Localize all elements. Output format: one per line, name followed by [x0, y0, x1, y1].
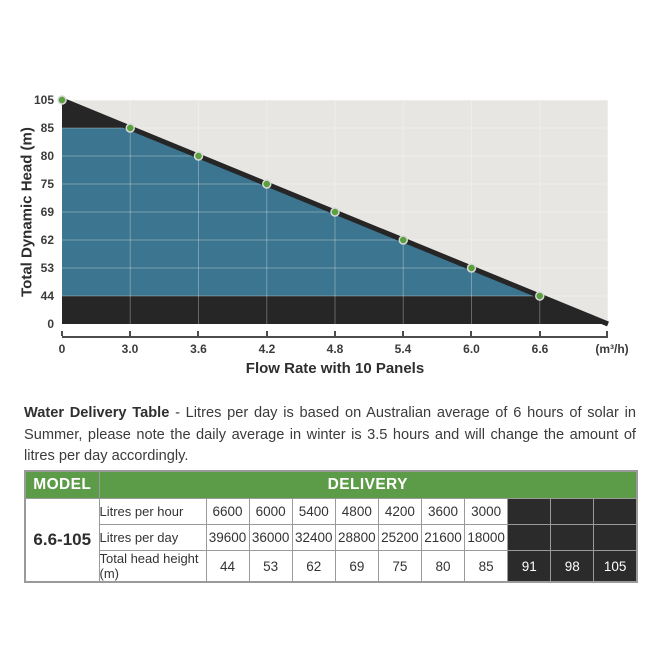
table-cell: 62: [291, 550, 336, 583]
x-tick-label: 4.2: [258, 342, 276, 356]
x-tick-label: 6.0: [463, 342, 480, 356]
y-tick-label: 80: [40, 149, 54, 163]
note-lead: Water Delivery Table: [24, 405, 170, 421]
x-axis-tick: [606, 331, 608, 336]
x-axis-title: Flow Rate with 10 Panels: [245, 360, 425, 377]
table-cell: 21600: [420, 524, 466, 551]
y-tick-label: 53: [40, 261, 54, 275]
table-cell: 6600: [205, 498, 250, 525]
water-delivery-note: Water Delivery Table - Litres per day is…: [24, 403, 636, 468]
x-axis-tick: [129, 331, 131, 336]
x-tick-label: 4.8: [326, 342, 344, 356]
table-cell-blank: [550, 524, 595, 551]
table-cell: 85: [464, 550, 509, 583]
x-tick-label: 6.6: [531, 342, 549, 356]
table-cell: 105: [593, 550, 638, 583]
x-unit-label: (m³/h): [595, 342, 629, 356]
row-label: Total head height (m): [98, 550, 207, 583]
row-label: Litres per day: [98, 524, 207, 551]
x-tick-label: 0: [58, 342, 66, 356]
table-header-row: MODEL DELIVERY: [24, 470, 638, 499]
table-cell: 6000: [248, 498, 293, 525]
x-tick-label: 3.0: [121, 342, 139, 356]
table-cell: 80: [420, 550, 466, 583]
table-cell: 36000: [248, 524, 293, 551]
x-axis-tick: [334, 331, 336, 336]
model-value-cell: 6.6-105: [24, 498, 100, 583]
table-cell: 4800: [334, 498, 379, 525]
y-tick-label: 44: [40, 289, 54, 303]
delivery-header-cell: DELIVERY: [98, 470, 638, 499]
plot-area: [57, 95, 609, 327]
table-cell: 44: [205, 550, 250, 583]
x-axis-tick: [539, 331, 541, 336]
pump-curve-svg: [57, 95, 609, 327]
note-body: - Litres per day is based on Australian …: [24, 405, 636, 464]
table-cell: 32400: [291, 524, 336, 551]
x-axis-tick: [197, 331, 199, 336]
table-row: 6.6-105 Litres per hour 6600 6000 5400 4…: [24, 498, 638, 583]
x-axis-tick: [470, 331, 472, 336]
data-point-markers: [57, 95, 545, 301]
x-axis-tick: [266, 331, 268, 336]
table-cell: 91: [507, 550, 552, 583]
water-delivery-table: MODEL DELIVERY 6.6-105 Litres per hour 6…: [24, 470, 638, 583]
table-cell: 98: [550, 550, 595, 583]
x-tick-label: 3.6: [190, 342, 207, 356]
y-tick-label: 62: [40, 233, 54, 247]
x-tick-label: 5.4: [394, 342, 412, 356]
table-cell: 53: [248, 550, 293, 583]
table-cell-blank: [507, 524, 552, 551]
y-tick-label: 69: [40, 205, 54, 219]
y-tick-label: 85: [40, 121, 54, 135]
table-row: Litres per day 39600 36000 32400 28800 2…: [25, 524, 638, 551]
table-cell: 5400: [291, 498, 336, 525]
table-cell: 3000: [464, 498, 509, 525]
table-cell: 69: [334, 550, 379, 583]
table-row: Total head height (m) 44 53 62 69 75 80 …: [25, 550, 638, 583]
x-axis-tick: [402, 331, 404, 336]
table-cell: 75: [377, 550, 422, 583]
x-axis-tick: [61, 331, 63, 336]
model-header-cell: MODEL: [24, 470, 100, 499]
table-cell-blank: [593, 524, 638, 551]
table-cell: 39600: [205, 524, 250, 551]
table-cell: 18000: [464, 524, 509, 551]
table-cell-blank: [593, 498, 638, 525]
y-tick-label: 75: [40, 177, 54, 191]
table-cell: 4200: [377, 498, 422, 525]
y-tick-label: 105: [33, 93, 54, 107]
x-axis-line: [62, 336, 608, 338]
y-tick-label: 0: [47, 317, 54, 331]
table-cell: 28800: [334, 524, 379, 551]
table-cell: 3600: [420, 498, 466, 525]
table-cell-blank: [507, 498, 552, 525]
table-cell-blank: [550, 498, 595, 525]
table-cell: 25200: [377, 524, 422, 551]
row-label: Litres per hour: [98, 498, 207, 525]
